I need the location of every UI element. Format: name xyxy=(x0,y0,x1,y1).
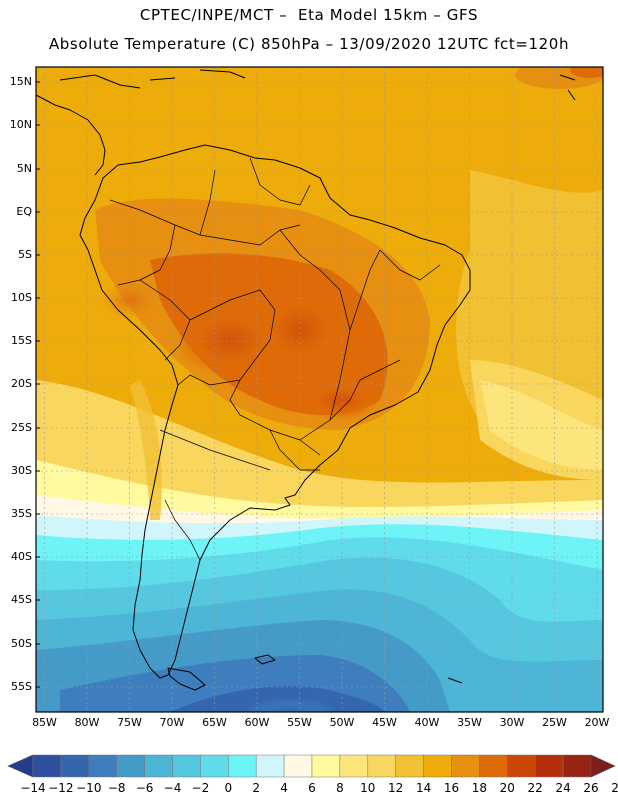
map-title-line2: Absolute Temperature (C) 850hPa – 13/09/… xyxy=(48,35,570,53)
south-georgia xyxy=(447,677,463,684)
colorbar-label: −14 xyxy=(20,781,46,795)
south-america-coastline xyxy=(79,144,471,679)
colorbar-label: 2 xyxy=(252,781,260,795)
lat-label: 25S xyxy=(11,421,32,434)
colorbar-segment xyxy=(339,754,369,778)
lon-label: 35W xyxy=(457,716,482,729)
lon-label: 55W xyxy=(287,716,312,729)
lat-label: 55S xyxy=(11,680,32,693)
colorbar-segment xyxy=(172,754,201,778)
tick-marks xyxy=(36,81,40,688)
lon-label: 25W xyxy=(542,716,567,729)
tierra-del-fuego xyxy=(167,667,206,691)
central-america xyxy=(36,94,106,176)
country-borders xyxy=(109,157,441,561)
lat-label: 20S xyxy=(11,377,32,390)
map-title-line1: CPTEC/INPE/MCT – Eta Model 15km – GFS xyxy=(139,6,479,24)
colorbar-segment xyxy=(395,754,424,778)
colorbar-segment xyxy=(534,754,564,778)
colorbar-segment xyxy=(479,754,508,778)
lon-label: 75W xyxy=(117,716,142,729)
coastlines xyxy=(36,69,576,691)
colorbar-arrow-right xyxy=(590,754,616,778)
lat-label: EQ xyxy=(16,205,32,218)
colorbar-segment xyxy=(144,754,173,778)
colorbar-label: −10 xyxy=(76,781,102,795)
lat-label: 5S xyxy=(18,248,32,261)
lat-label: 10N xyxy=(9,118,32,131)
colorbar-segment xyxy=(88,754,117,778)
colorbar-label: 28 xyxy=(611,781,618,795)
lon-label: 80W xyxy=(74,716,100,729)
colorbar-segment xyxy=(32,754,62,778)
colorbar-label: −4 xyxy=(163,781,182,795)
colorbar-segment xyxy=(423,754,452,778)
colorbar-label: 20 xyxy=(499,781,515,795)
colorbar-segment xyxy=(367,754,396,778)
colorbar-label: −2 xyxy=(191,781,210,795)
colorbar-label: 22 xyxy=(527,781,543,795)
temperature-field xyxy=(36,67,603,712)
colorbar xyxy=(7,754,616,778)
lon-label: 65W xyxy=(202,716,227,729)
lat-label: 50S xyxy=(11,637,32,650)
colorbar-label: 12 xyxy=(388,781,404,795)
colorbar-segment xyxy=(200,754,229,778)
colorbar-label: 4 xyxy=(280,781,288,795)
colorbar-label: 18 xyxy=(471,781,488,795)
colorbar-segment xyxy=(507,754,536,778)
colorbar-label: 16 xyxy=(443,781,460,795)
falklands xyxy=(254,654,276,665)
colorbar-label: 26 xyxy=(583,781,599,795)
colorbar-label: 6 xyxy=(308,781,316,795)
colorbar-label: 10 xyxy=(360,781,376,795)
colorbar-segment xyxy=(60,754,90,778)
map-frame xyxy=(35,66,604,713)
colorbar-label: 0 xyxy=(224,781,233,795)
lon-label: 85W xyxy=(32,716,57,729)
lat-label: 30S xyxy=(11,464,32,477)
lon-label: 30W xyxy=(499,716,525,729)
colorbar-arrow-left xyxy=(7,754,34,778)
lat-label: 10S xyxy=(11,291,32,304)
lat-label: 45S xyxy=(11,593,32,606)
colorbar-segment xyxy=(255,754,285,778)
lat-label: 35S xyxy=(11,507,32,520)
colorbar-segment xyxy=(562,754,592,778)
lon-label: 45W xyxy=(372,716,397,729)
colorbar-segment xyxy=(283,754,313,778)
colorbar-label: 24 xyxy=(555,781,571,795)
colorbar-label: −12 xyxy=(48,781,74,795)
lat-label: 15N xyxy=(9,75,32,88)
colorbar-segment xyxy=(311,754,341,778)
caribbean-islands xyxy=(59,69,576,101)
lat-label: 5N xyxy=(16,162,32,175)
colorbar-segment xyxy=(451,754,480,778)
colorbar-label: 8 xyxy=(336,781,344,795)
lon-label: 40W xyxy=(414,716,440,729)
lat-label: 15S xyxy=(11,334,32,347)
colorbar-segment xyxy=(116,754,145,778)
lon-label: 70W xyxy=(159,716,185,729)
lon-label: 60W xyxy=(244,716,270,729)
colorbar-segment xyxy=(228,754,257,778)
colorbar-label: −8 xyxy=(107,781,126,795)
lat-label: 40S xyxy=(11,550,32,563)
lon-label: 50W xyxy=(329,716,355,729)
colorbar-label: 14 xyxy=(415,781,432,795)
colorbar-label: −6 xyxy=(135,781,154,795)
lon-label: 20W xyxy=(584,716,610,729)
